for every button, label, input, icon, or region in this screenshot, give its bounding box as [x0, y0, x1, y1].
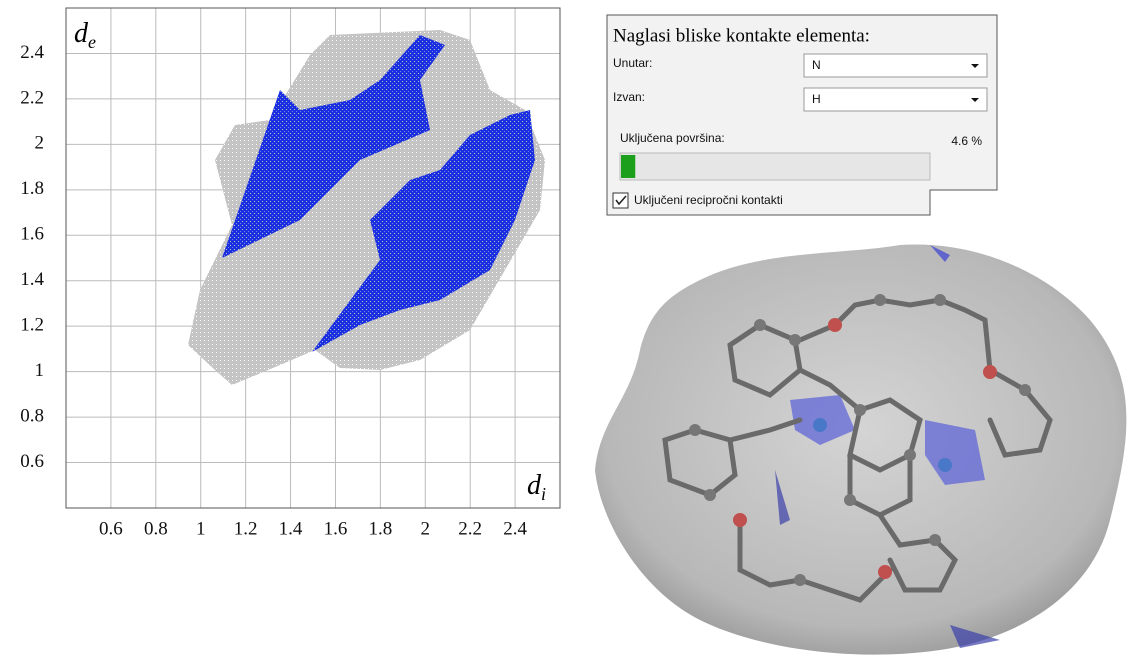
dropdown-arrow	[971, 64, 979, 68]
y-tick-label: 0.8	[20, 405, 44, 426]
y-tick-label: 2	[35, 133, 45, 154]
y-axis-label: de	[74, 18, 96, 52]
y-tick-label: 2.2	[20, 87, 44, 108]
y-tick-label: 1.4	[20, 269, 44, 290]
x-tick-label: 0.6	[99, 518, 123, 539]
x-label-symbol: d	[527, 470, 542, 501]
surface-percent: 4.6 %	[951, 134, 982, 148]
outside-label: Izvan:	[613, 90, 645, 104]
y-tick-label: 2.4	[20, 42, 44, 63]
inside-label: Unutar:	[613, 56, 652, 70]
y-tick-label: 1	[35, 360, 45, 381]
x-tick-label: 2.4	[503, 518, 527, 539]
y-label-symbol: d	[74, 18, 89, 49]
surface-label: Uključena površina:	[620, 131, 725, 145]
hirshfeld-surface	[595, 244, 1127, 655]
checkmark	[615, 195, 627, 206]
x-label-subscript: i	[541, 484, 546, 504]
reciprocal-label: Uključeni recipročni kontakti	[634, 193, 783, 207]
fingerprint	[188, 30, 545, 385]
reciprocal-checkbox[interactable]	[612, 192, 629, 209]
x-tick-label: 0.8	[144, 518, 168, 539]
x-tick-label: 2.2	[458, 518, 482, 539]
y-tick-label: 1.6	[20, 224, 44, 245]
x-tick-label: 1.4	[279, 518, 303, 539]
y-label-subscript: e	[88, 32, 96, 52]
y-tick-label: 0.6	[20, 451, 44, 472]
panel-title: Naglasi bliske kontakte elementa:	[613, 25, 870, 46]
x-tick-label: 1.2	[234, 518, 258, 539]
dropdown-arrow	[971, 98, 979, 102]
x-tick-label: 1.6	[324, 518, 348, 539]
x-tick-label: 1.8	[368, 518, 392, 539]
y-tick-label: 1.2	[20, 315, 44, 336]
x-axis-label: di	[527, 470, 546, 504]
inside-value: N	[812, 58, 821, 72]
y-tick-label: 1.8	[20, 178, 44, 199]
outside-value: H	[812, 92, 821, 106]
outside-select[interactable]	[803, 87, 988, 112]
x-tick-label: 2	[421, 518, 431, 539]
plot-frame	[65, 7, 561, 509]
progress-fill	[621, 155, 636, 178]
x-tick-label: 1	[196, 518, 206, 539]
inside-select[interactable]	[803, 53, 988, 78]
progress-track	[619, 152, 931, 181]
